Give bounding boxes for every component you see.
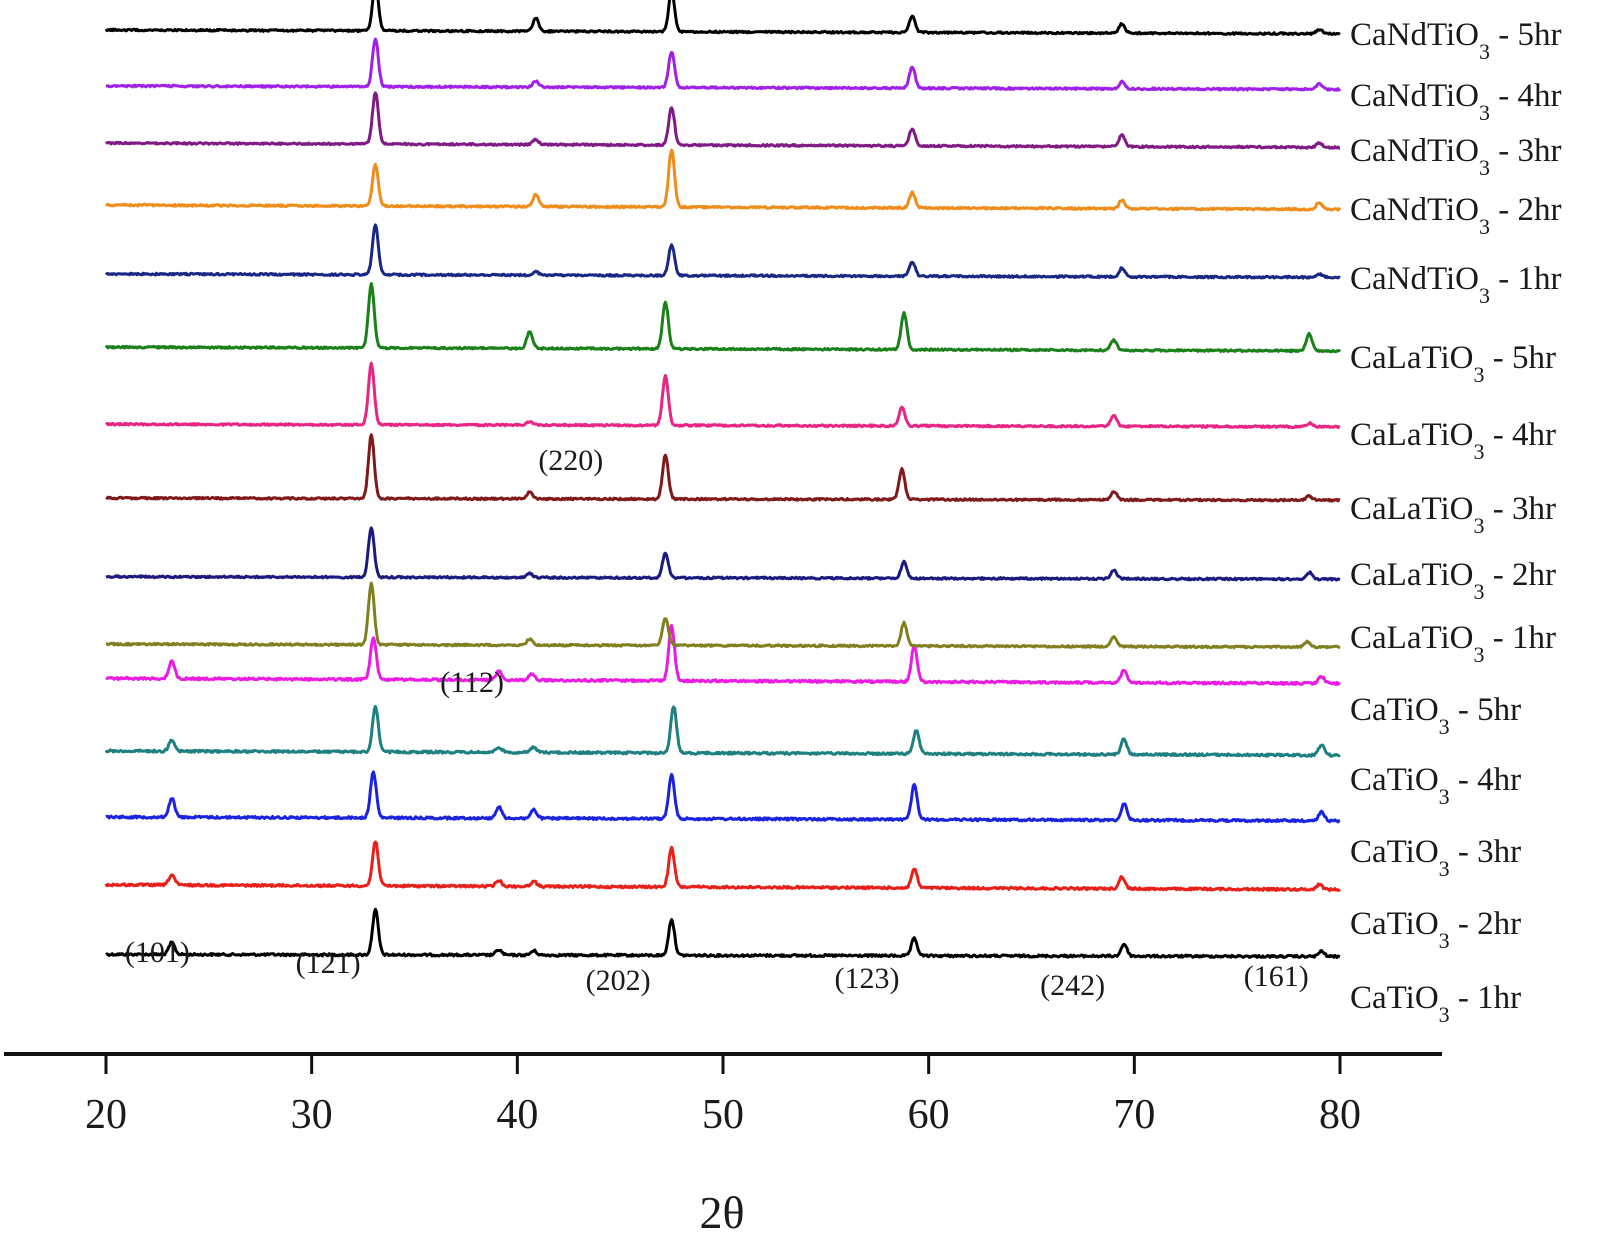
peak-annotation-4: (123) (834, 962, 899, 995)
series-label-6: CaLaTiO3 - 1hr (1350, 620, 1556, 667)
series-line-12 (105, 148, 1342, 212)
series-label-8: CaLaTiO3 - 3hr (1350, 491, 1556, 538)
series-label-3: CaTiO3 - 3hr (1350, 834, 1521, 881)
x-tick-label-50: 50 (702, 1092, 744, 1138)
series-line-2 (104, 840, 1341, 893)
series-label-2: CaTiO3 - 2hr (1350, 906, 1521, 953)
series-line-1 (105, 907, 1341, 959)
series-label-5: CaTiO3 - 5hr (1350, 692, 1521, 739)
x-tick-label-20: 20 (85, 1092, 127, 1138)
series-label-11: CaNdTiO3 - 1hr (1350, 261, 1561, 308)
peak-annotation-1: (101) (125, 936, 190, 969)
series-label-10: CaLaTiO3 - 5hr (1350, 340, 1556, 387)
series-line-8 (105, 433, 1341, 503)
series-line-11 (104, 223, 1341, 280)
series-label-7: CaLaTiO3 - 2hr (1350, 557, 1556, 604)
x-tick-label-80: 80 (1319, 1092, 1361, 1138)
peak-annotation-5: (242) (1040, 969, 1105, 1002)
series-line-4 (104, 704, 1341, 758)
x-axis-ticks: 20 30 40 50 60 70 80 (85, 1054, 1361, 1138)
peak-annotation-3: (202) (586, 964, 651, 997)
peak-annotation-7: (112) (440, 666, 504, 699)
series-label-14: CaNdTiO3 - 4hr (1350, 78, 1561, 125)
series-line-5 (105, 624, 1342, 686)
series-labels-group: CaTiO3 - 1hr CaTiO3 - 2hr CaTiO3 - 3hr CaTi… (1350, 17, 1561, 1027)
series-line-7 (105, 526, 1341, 582)
x-axis-title: 2θ (699, 1187, 744, 1238)
series-label-9: CaLaTiO3 - 4hr (1350, 417, 1556, 464)
annotations-group: (101) (121) (202) (123) (242) (161) (112) (220) (125, 444, 1309, 1002)
peak-annotation-6: (161) (1244, 960, 1309, 993)
series-line-15 (104, 0, 1341, 37)
x-tick-label-30: 30 (291, 1092, 333, 1138)
x-tick-label-60: 60 (908, 1092, 950, 1138)
peak-annotation-8: (220) (538, 444, 603, 477)
series-label-13: CaNdTiO3 - 3hr (1350, 133, 1561, 180)
series-line-10 (104, 282, 1342, 354)
series-line-6 (105, 581, 1341, 650)
traces-group (104, 0, 1342, 959)
series-label-4: CaTiO3 - 4hr (1350, 762, 1521, 809)
series-line-9 (104, 361, 1341, 430)
peak-annotation-2: (121) (296, 947, 361, 980)
series-label-1: CaTiO3 - 1hr (1350, 980, 1521, 1027)
series-line-3 (105, 770, 1341, 824)
series-line-13 (104, 91, 1341, 150)
x-tick-label-40: 40 (496, 1092, 538, 1138)
series-label-12: CaNdTiO3 - 2hr (1350, 192, 1561, 239)
series-label-15: CaNdTiO3 - 5hr (1350, 17, 1561, 64)
x-tick-label-70: 70 (1113, 1092, 1155, 1138)
series-line-14 (105, 37, 1342, 92)
